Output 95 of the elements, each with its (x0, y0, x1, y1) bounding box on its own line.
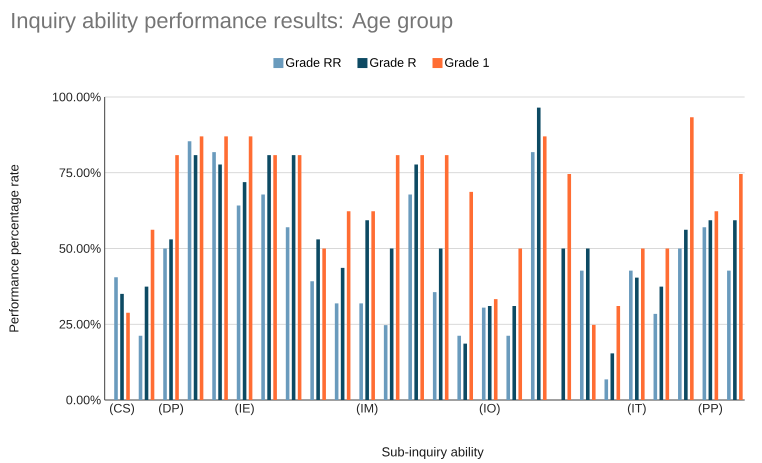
bar (536, 108, 541, 400)
bar (169, 239, 173, 400)
bar (236, 205, 240, 400)
bar (641, 248, 645, 400)
bar (586, 248, 590, 400)
bar (666, 248, 670, 400)
bar (340, 268, 344, 400)
bar (580, 270, 584, 400)
bar (248, 136, 252, 400)
bar (286, 227, 290, 400)
bar (384, 325, 388, 400)
bar (365, 220, 369, 400)
bar (298, 155, 302, 400)
bar (482, 308, 486, 400)
bar (488, 306, 492, 400)
y-tick-label: 100.00% (52, 92, 101, 102)
bar (629, 270, 633, 400)
bar (702, 227, 706, 400)
bar (212, 152, 216, 400)
bar (242, 182, 246, 400)
bar (200, 136, 204, 400)
bar (126, 312, 130, 400)
bar (188, 141, 192, 400)
bar (267, 155, 271, 400)
bar (708, 220, 712, 400)
bar (690, 117, 694, 400)
bar (114, 277, 118, 400)
y-axis-title: Performance percentage rate (9, 164, 22, 332)
bar (604, 379, 608, 400)
bar (512, 306, 516, 400)
bar (334, 303, 338, 400)
bar (518, 248, 522, 400)
bar (292, 155, 296, 400)
x-axis-title: Sub-inquiry ability (382, 446, 484, 460)
y-tick-label: 25.00% (60, 320, 101, 329)
bar (660, 286, 664, 400)
y-tick-label: 75.00% (60, 168, 101, 178)
bar (273, 155, 277, 400)
legend-label: Grade RR (286, 58, 341, 67)
bar (567, 174, 572, 400)
bar (163, 248, 167, 400)
bar (414, 164, 418, 400)
bar (616, 306, 620, 400)
bar (420, 155, 424, 400)
bar (120, 294, 124, 400)
bar (390, 248, 394, 400)
bar (322, 248, 326, 400)
x-tick-label: (IM) (356, 403, 378, 416)
bar (371, 211, 375, 400)
bar (469, 192, 474, 400)
x-tick-label: (IO) (480, 403, 500, 416)
bar (592, 324, 596, 400)
bar (194, 155, 198, 400)
legend-label: Grade 1 (445, 58, 489, 67)
legend-label: Grade R (370, 58, 416, 67)
bar (494, 299, 498, 400)
bar (444, 155, 448, 400)
bar (138, 336, 142, 400)
bar (635, 278, 639, 400)
x-tick-label: (IE) (235, 403, 254, 416)
bar (727, 270, 731, 400)
bar (396, 155, 400, 400)
bar (733, 220, 737, 400)
bar (408, 194, 412, 400)
bar (530, 152, 535, 400)
bar (359, 303, 363, 400)
x-tick-label: (DP) (159, 403, 184, 416)
bar (678, 248, 682, 400)
bar (438, 248, 442, 400)
bar (218, 164, 222, 400)
x-tick-label: (PP) (698, 403, 722, 416)
bar (739, 174, 743, 400)
bar (654, 314, 658, 400)
bar (561, 248, 566, 400)
x-tick-label: (CS) (110, 403, 134, 416)
chart-title: Inquiry ability performance results: Age group (12, 12, 452, 33)
bar (150, 230, 154, 400)
bar (714, 211, 718, 400)
bar (457, 336, 462, 400)
bar (463, 344, 468, 400)
bar (175, 155, 179, 400)
bar (224, 136, 228, 400)
y-tick-label: 0.00% (66, 396, 101, 404)
bar (261, 194, 265, 400)
bar (610, 353, 614, 400)
bar (346, 211, 350, 400)
bar (310, 281, 314, 400)
bar (316, 239, 320, 400)
bar (432, 292, 436, 400)
bar (684, 230, 688, 400)
bar (506, 336, 510, 400)
bar (144, 286, 148, 400)
bar (542, 136, 547, 400)
x-tick-label: (IT) (628, 403, 646, 416)
y-tick-label: 50.00% (59, 244, 101, 253)
